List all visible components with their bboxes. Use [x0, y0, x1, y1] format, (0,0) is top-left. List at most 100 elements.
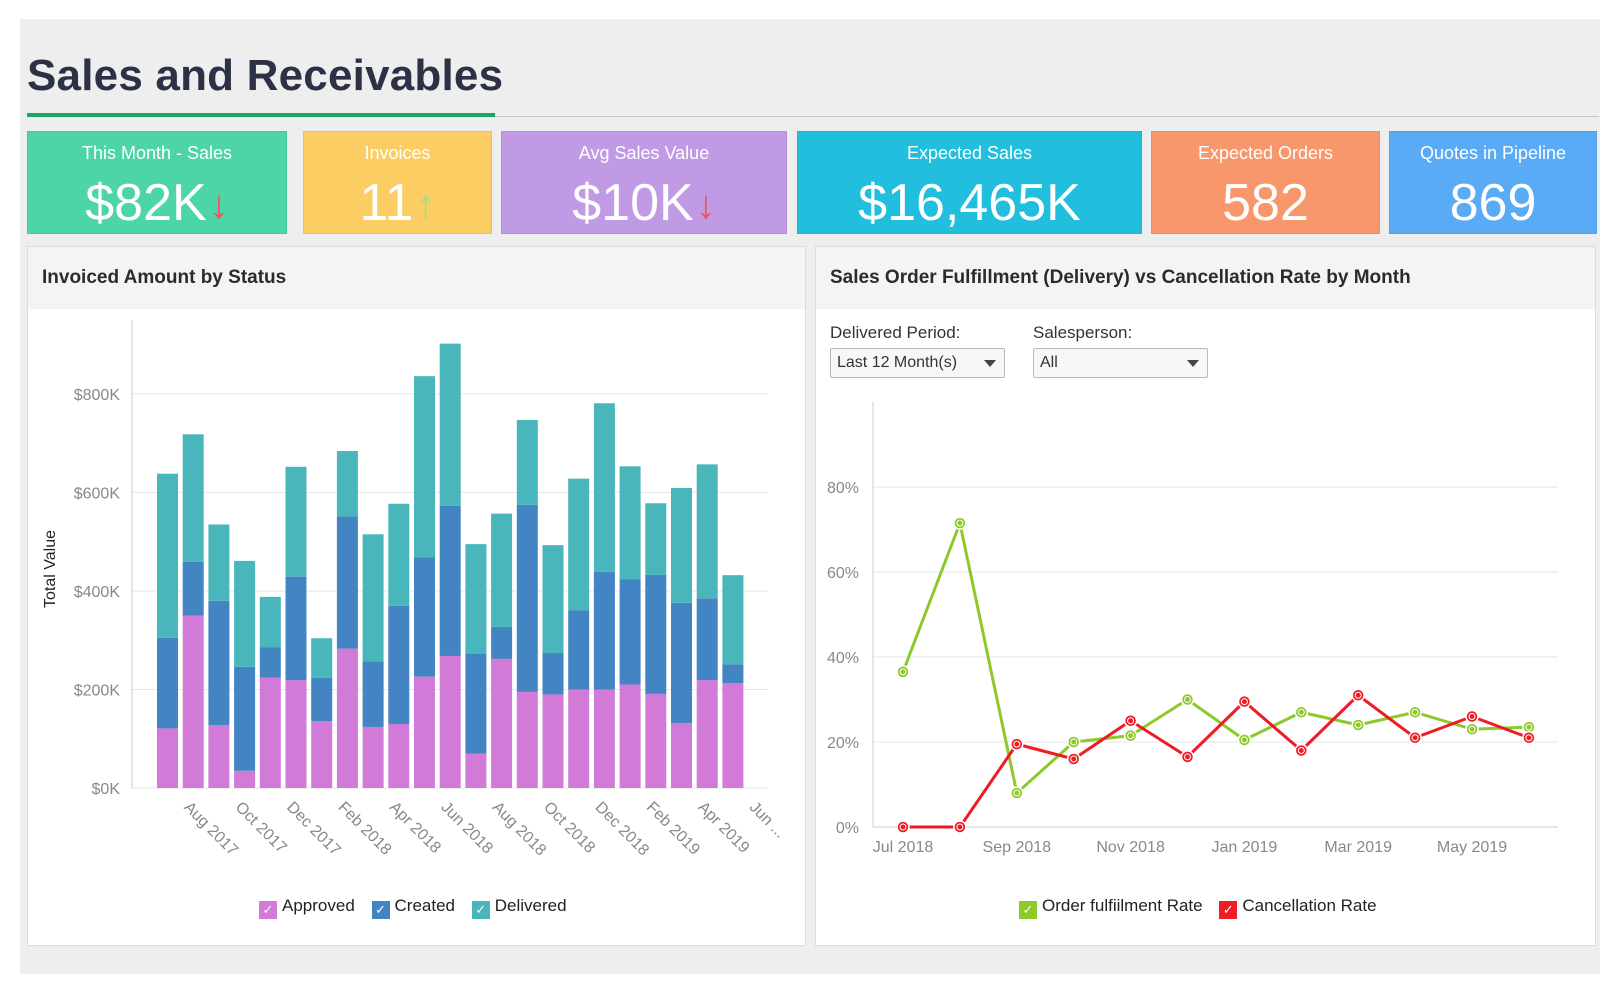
checkbox-icon: ✓	[1219, 901, 1238, 919]
x-tick-label: Jan 2019	[1211, 839, 1277, 856]
bar-segment	[234, 666, 256, 771]
bar-segment	[208, 524, 230, 601]
trend-down-icon: ↓	[695, 183, 716, 227]
panel-header: Invoiced Amount by Status	[28, 247, 805, 309]
bar-segment	[208, 600, 230, 725]
title-divider	[27, 116, 1599, 117]
kpi-label: Expected Sales	[906, 143, 1033, 163]
bar-segment	[645, 503, 667, 575]
bar-segment	[593, 403, 615, 572]
y-tick-label: 20%	[827, 735, 859, 752]
bar-segment	[336, 648, 358, 788]
x-tick-label: Jul 2018	[873, 839, 934, 856]
x-tick-label: Feb 2018	[335, 799, 395, 859]
bar-segment	[157, 728, 178, 788]
bar-segment	[234, 770, 256, 788]
bar-segment	[388, 723, 410, 788]
bar-segment	[593, 571, 615, 690]
bar-segment	[336, 451, 358, 517]
legend-item-cancellation-rate[interactable]: ✓ Cancellation Rate	[1219, 896, 1377, 919]
data-point	[1237, 733, 1252, 747]
data-point-ring	[956, 519, 964, 527]
kpi-value: 11↑	[304, 172, 491, 236]
data-point	[1123, 728, 1138, 743]
bar-segment	[722, 664, 744, 684]
fulfillment-cancellation-panel: Sales Order Fulfillment (Delivery) vs Ca…	[815, 246, 1596, 946]
y-tick-label: 0%	[836, 820, 859, 837]
series-line	[903, 693, 1530, 829]
y-tick-label: $200K	[74, 682, 121, 699]
kpi-card-quotes-in-pipeline[interactable]: Quotes in Pipeline 869	[1389, 131, 1597, 234]
select-value: Last 12 Month(s)	[837, 354, 958, 371]
data-point-ring	[1013, 740, 1021, 748]
legend-label: Order fulfiilment Rate	[1042, 896, 1203, 915]
bar-segment	[259, 596, 281, 648]
title-underline	[27, 113, 495, 117]
data-point	[953, 516, 967, 530]
y-tick-label: 40%	[827, 650, 859, 667]
data-point	[1066, 752, 1081, 766]
y-tick-label: $0K	[92, 781, 121, 798]
kpi-value: $10K↓	[502, 172, 786, 236]
bar-segment	[362, 534, 384, 662]
y-tick-label: $800K	[74, 387, 121, 404]
data-point	[1522, 731, 1536, 745]
legend-item-delivered[interactable]: ✓ Delivered	[471, 896, 567, 919]
kpi-card-this-month-sales[interactable]: This Month - Sales $82K↓	[27, 131, 287, 234]
page-title: Sales and Receivables	[27, 51, 504, 100]
bar-segment	[465, 654, 487, 754]
bar-segment	[568, 610, 590, 690]
kpi-value: $16,465K	[858, 174, 1081, 232]
data-point	[1180, 750, 1195, 764]
bar-segment	[542, 694, 564, 788]
bar-segment	[208, 724, 230, 788]
kpi-label: Expected Orders	[1197, 143, 1334, 163]
x-tick-label: Oct 2017	[232, 799, 290, 857]
salesperson-select[interactable]: All	[1033, 348, 1208, 378]
kpi-label: Invoices	[364, 143, 431, 163]
legend-item-created[interactable]: ✓ Created	[371, 896, 455, 919]
bar-segment	[645, 693, 667, 788]
data-point	[1180, 692, 1195, 707]
legend-item-order-fulfillment-rate[interactable]: ✓ Order fulfiilment Rate	[1019, 896, 1203, 919]
select-value: All	[1040, 354, 1058, 371]
bar-segment	[439, 505, 461, 656]
salesperson-label: Salesperson:	[1033, 323, 1133, 342]
kpi-value-text: $10K	[572, 174, 694, 232]
x-tick-label: Feb 2019	[643, 799, 703, 859]
legend-label: Created	[394, 896, 455, 915]
checkbox-icon: ✓	[259, 901, 277, 919]
data-point	[1465, 722, 1479, 736]
bar-segment	[542, 545, 564, 654]
kpi-card-expected-sales[interactable]: Expected Sales $16,465K	[797, 131, 1142, 234]
bar-segment	[516, 691, 538, 788]
x-tick-label: Jun 2018	[437, 799, 496, 858]
data-point	[1066, 735, 1081, 749]
line-chart-legend: ✓ Order fulfiilment Rate ✓ Cancellation Ra…	[1019, 896, 1389, 919]
kpi-card-invoices[interactable]: Invoices 11↑	[303, 131, 492, 234]
kpi-label: Quotes in Pipeline	[1419, 143, 1567, 163]
y-tick-label: $400K	[74, 584, 121, 601]
kpi-card-avg-sales-value[interactable]: Avg Sales Value $10K↓	[501, 131, 787, 234]
trend-down-icon: ↓	[208, 183, 229, 227]
kpi-value: $82K↓	[28, 172, 286, 236]
delivered-period-select[interactable]: Last 12 Month(s)	[830, 348, 1005, 378]
invoiced-amount-panel: Invoiced Amount by Status $0K $200K $400K $…	[27, 246, 806, 946]
kpi-value: 869	[1449, 174, 1537, 232]
y-axis-title: Total Value	[42, 530, 59, 608]
fulfillment-rate-chart: 0% 20% 40% 60% 80% Jul 2018 Sep 2018 Nov 2018 Ja…	[827, 402, 1558, 856]
bar-segment	[619, 579, 641, 685]
data-point-ring	[1127, 732, 1135, 740]
data-point-ring	[1240, 698, 1248, 706]
legend-item-approved[interactable]: ✓ Approved	[259, 896, 355, 919]
x-tick-label: Aug 2018	[489, 799, 550, 860]
data-point-ring	[1411, 734, 1419, 742]
bar-segment	[696, 598, 718, 681]
bar-segment	[542, 653, 564, 695]
panel-title: Invoiced Amount by Status	[42, 267, 287, 288]
kpi-card-expected-orders[interactable]: Expected Orders 582	[1151, 131, 1380, 234]
legend-label: Cancellation Rate	[1242, 896, 1377, 915]
data-point-ring	[1070, 738, 1078, 746]
panel-header: Sales Order Fulfillment (Delivery) vs Ca…	[816, 247, 1595, 309]
kpi-value-text: $82K	[85, 174, 207, 232]
